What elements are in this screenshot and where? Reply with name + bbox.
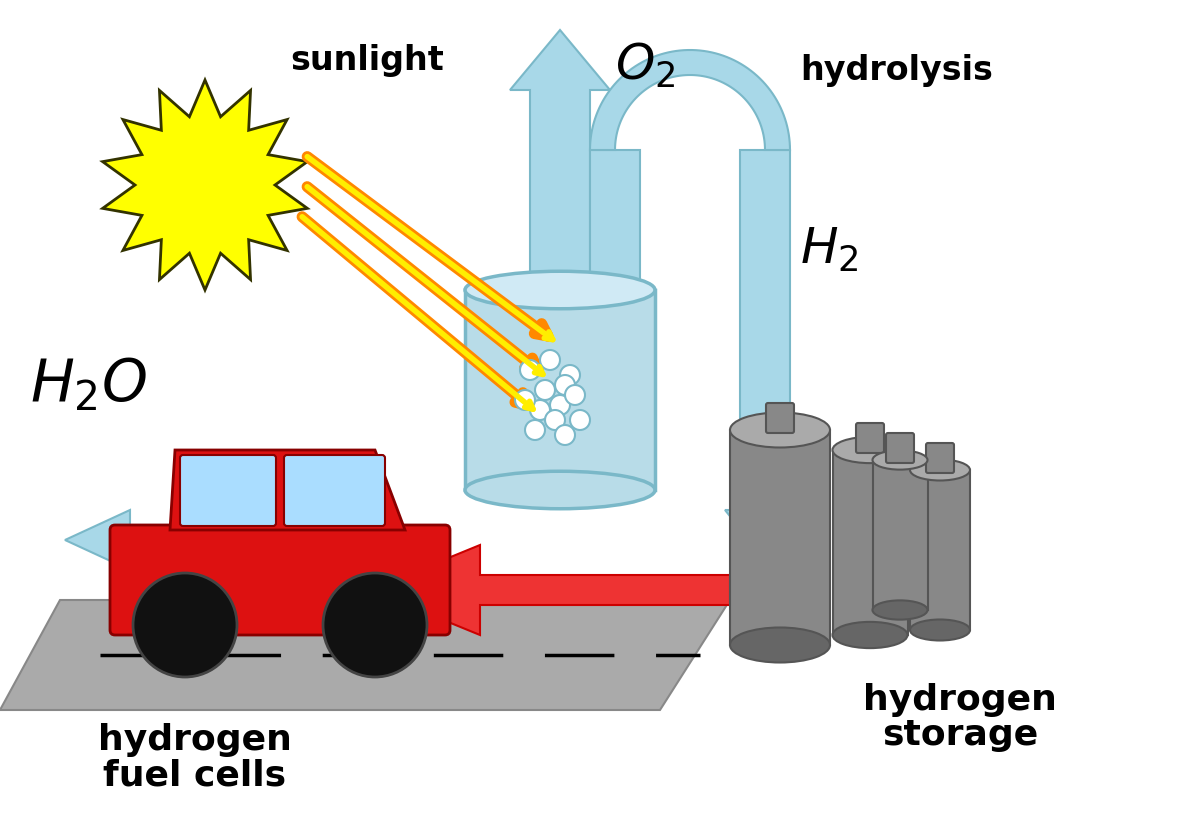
FancyBboxPatch shape <box>740 150 790 510</box>
Ellipse shape <box>833 622 907 648</box>
FancyBboxPatch shape <box>886 433 914 463</box>
Circle shape <box>515 390 535 410</box>
Circle shape <box>554 425 575 445</box>
FancyBboxPatch shape <box>730 430 830 645</box>
Text: $H_2O$: $H_2O$ <box>30 356 148 414</box>
FancyBboxPatch shape <box>766 403 794 433</box>
Circle shape <box>570 410 590 430</box>
Polygon shape <box>170 450 406 530</box>
Circle shape <box>565 385 586 405</box>
Polygon shape <box>725 505 805 560</box>
Circle shape <box>540 350 560 370</box>
Ellipse shape <box>833 437 907 463</box>
FancyBboxPatch shape <box>284 455 385 526</box>
FancyBboxPatch shape <box>872 460 928 610</box>
Ellipse shape <box>910 620 970 640</box>
Text: $H_2$: $H_2$ <box>800 226 858 274</box>
Circle shape <box>554 375 575 395</box>
FancyBboxPatch shape <box>856 423 884 453</box>
Polygon shape <box>510 30 610 285</box>
Text: sunlight: sunlight <box>290 44 444 77</box>
FancyBboxPatch shape <box>110 525 450 635</box>
Ellipse shape <box>466 471 655 508</box>
FancyBboxPatch shape <box>590 150 640 290</box>
Polygon shape <box>590 50 790 150</box>
Text: fuel cells: fuel cells <box>103 758 287 792</box>
Circle shape <box>323 573 427 677</box>
Circle shape <box>530 400 550 420</box>
Circle shape <box>545 410 565 430</box>
Circle shape <box>560 365 580 385</box>
Text: hydrogen: hydrogen <box>863 683 1057 717</box>
FancyBboxPatch shape <box>926 443 954 473</box>
Text: storage: storage <box>882 718 1038 752</box>
Circle shape <box>133 573 238 677</box>
Text: hydrolysis: hydrolysis <box>800 54 992 87</box>
Polygon shape <box>65 510 220 570</box>
Ellipse shape <box>730 413 830 447</box>
Ellipse shape <box>872 451 928 470</box>
Polygon shape <box>103 80 307 290</box>
FancyBboxPatch shape <box>910 470 970 630</box>
Circle shape <box>550 395 570 415</box>
Circle shape <box>535 380 554 400</box>
Polygon shape <box>370 545 730 635</box>
Ellipse shape <box>910 460 970 480</box>
Ellipse shape <box>872 601 928 620</box>
Polygon shape <box>0 600 730 710</box>
FancyBboxPatch shape <box>833 450 907 635</box>
FancyBboxPatch shape <box>180 455 276 526</box>
Text: hydrogen: hydrogen <box>98 723 292 757</box>
Ellipse shape <box>466 271 655 309</box>
Circle shape <box>526 420 545 440</box>
Ellipse shape <box>730 628 830 662</box>
FancyBboxPatch shape <box>466 290 655 490</box>
Text: $O_2$: $O_2$ <box>616 40 676 90</box>
Circle shape <box>520 360 540 380</box>
